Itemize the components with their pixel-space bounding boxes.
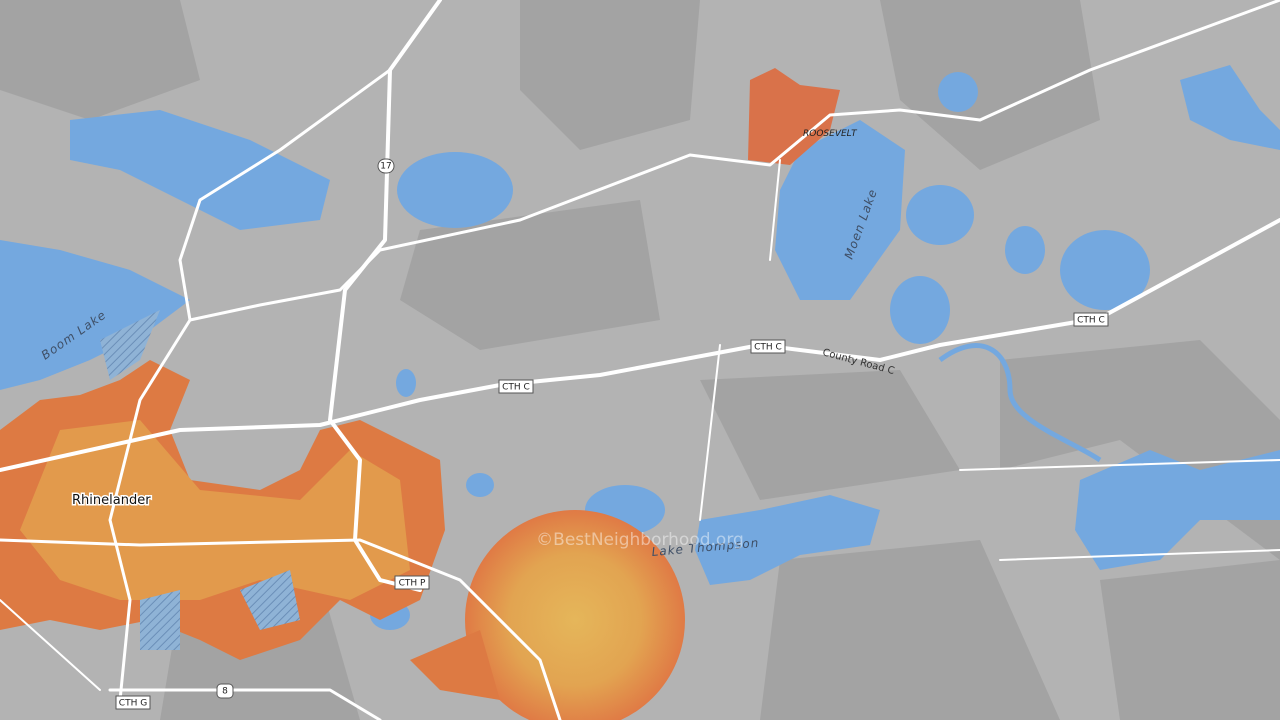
heat-clusters bbox=[0, 68, 840, 720]
shield-label: CTH C bbox=[502, 383, 530, 393]
place-label: Rhinelander bbox=[72, 493, 151, 508]
river bbox=[938, 343, 1102, 463]
hatched-areas bbox=[100, 310, 300, 650]
road-shield: 8 bbox=[216, 683, 234, 699]
shield-label: 8 bbox=[222, 687, 228, 697]
place-label: ROOSEVELT bbox=[803, 129, 858, 139]
shield-label: CTH G bbox=[119, 699, 147, 709]
road-shield: CTH G bbox=[115, 695, 151, 710]
road-shield: CTH C bbox=[1073, 312, 1109, 327]
water-bodies bbox=[0, 65, 1280, 630]
road-shield: CTH C bbox=[750, 339, 786, 354]
road-shield: CTH C bbox=[498, 379, 534, 394]
road-shield: 17 bbox=[377, 158, 395, 174]
watermark: ©BestNeighborhood.org bbox=[536, 530, 744, 550]
shield-label: 17 bbox=[380, 162, 391, 172]
shield-label: CTH P bbox=[399, 579, 426, 589]
road-shield: CTH P bbox=[394, 575, 430, 590]
shield-label: CTH C bbox=[754, 343, 782, 353]
shield-label: CTH C bbox=[1077, 316, 1105, 326]
